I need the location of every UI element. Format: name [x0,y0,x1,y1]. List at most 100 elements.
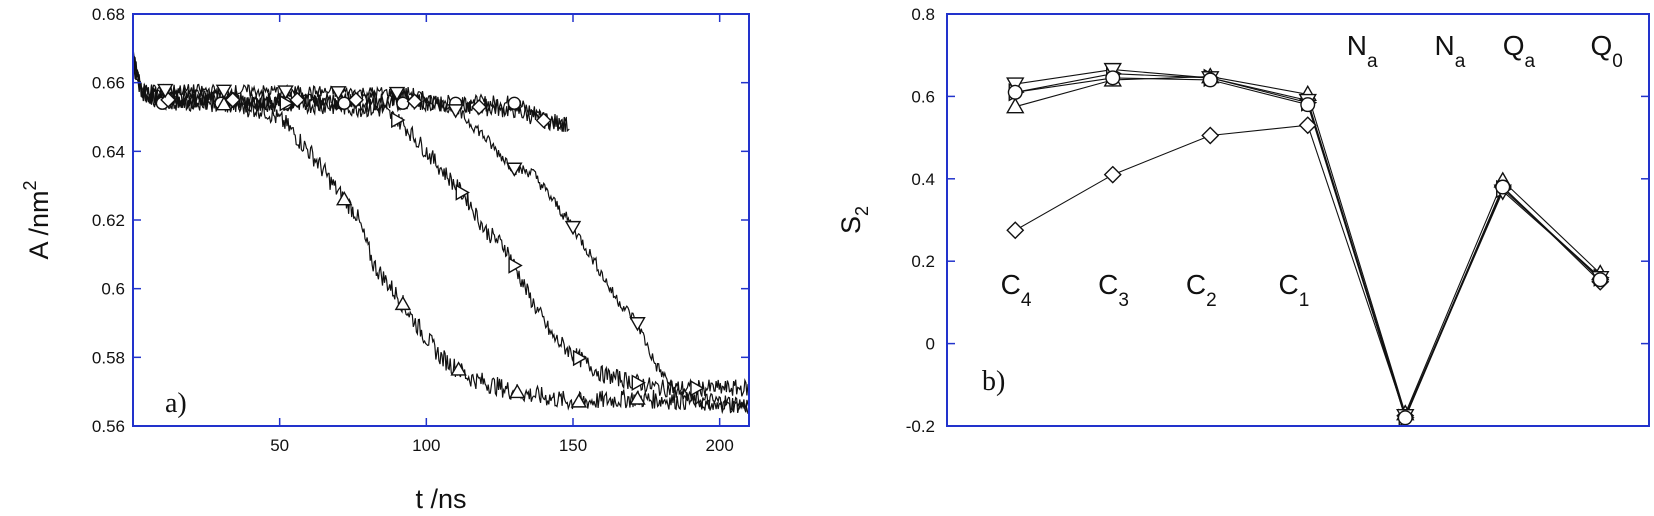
panel-a-y-tick-label: 0.68 [92,5,125,24]
panel-b-group-label-main: N [1347,30,1367,61]
panel-b-group-label-main: Q [1503,30,1525,61]
panel-b-group-label-main: N [1435,30,1455,61]
panel-a-point-diamond [471,99,488,116]
panel-a-y-tick-label: 0.6 [101,280,125,299]
panel-a-point-circle [337,96,351,110]
panel-a-y-tick-label: 0.56 [92,417,125,436]
panel-a-point-triangle-up [450,361,467,376]
panel-b-group-label-main: Q [1591,30,1613,61]
panel-b-y-tick-label: 0.4 [911,170,935,189]
panel-a-point-diamond [289,91,306,108]
panel-a-point-triangle-down [388,86,406,102]
panel-b-y-tick-label: 0.6 [911,87,935,106]
panel-a-point-triangle-down [564,220,582,236]
panel-b-group-label-sub: 0 [1612,51,1623,72]
panel-b-group-label: Q0 [1591,30,1623,72]
panel-b-y-ticks: -0.2 0 0.2 0.4 0.6 0.8 [906,5,1649,436]
panel-a-y-axis-title: A /nm2 [20,180,54,259]
panel-a-trace-triangle-down [132,54,750,414]
panel-a-point-triangle-down [629,317,646,332]
panel-a-trace-triangle-up [132,59,750,415]
panel-a-point-triangle-down [157,83,174,99]
panel-b-group-label: C1 [1279,269,1310,311]
panel-a-x-tick-label: 100 [412,436,440,455]
panel-a-x-tick-label: 200 [705,436,733,455]
panel-a-point-triangle-down [330,86,347,101]
panel-a-point-triangle-up [394,295,412,311]
panel-a-y-axis-title-sup: 2 [20,180,40,190]
panel-a-markers [155,83,705,408]
panel-a-point-triangle-up [570,393,588,408]
panel-b-group-label-main: C [1001,269,1021,300]
panel-b-group-label-sub: a [1455,51,1466,72]
panel-b-group-label: Na [1435,30,1466,72]
panel-a-y-ticks: 0.56 0.58 0.6 0.62 0.64 0.66 0.68 [92,5,749,436]
panel-b-y-tick-label: 0.8 [911,5,935,24]
panel-b-group-label-sub: a [1367,51,1378,72]
panel-a-y-tick-label: 0.62 [92,211,125,230]
panel-a-point-triangle-right [391,111,406,129]
panel-a-point-triangle-down [506,162,523,177]
panel-b-point-circle [1495,179,1511,195]
panel-a-point-triangle-right [508,257,523,274]
panel-b-point-diamond [1298,116,1317,135]
panel-a-point-circle [507,96,521,110]
panel-a-point-triangle-up [509,383,526,399]
panel-b-group-label: Na [1347,30,1378,72]
panel-a-point-triangle-down [447,104,464,119]
panel-b-y-tick-label: -0.2 [906,417,935,436]
panel-b-y-axis-title-base: S [836,216,866,234]
panel-a-x-ticks: 50 100 150 200 [270,14,734,455]
panel-b-label: b) [982,366,1005,397]
panel-a-point-triangle-right [572,349,588,367]
panel-a-point-diamond [224,91,241,108]
panel-b-point-diamond [1103,165,1122,184]
panel-a-point-diamond [535,112,552,129]
panel-a-y-tick-label: 0.58 [92,348,125,367]
panel-b-point-diamond [1006,221,1025,240]
panel-a-point-triangle-up [629,390,646,405]
panel-a-x-tick-label: 150 [559,436,587,455]
panel-a-x-tick-label: 50 [270,436,289,455]
panel-a-x-axis-title: t /ns [415,484,466,514]
panel-b-group-label: C4 [1001,269,1032,311]
panel-a-point-triangle-right [631,374,646,391]
panel-a-point-circle [396,96,410,110]
panel-b-point-diamond [1201,126,1220,145]
panel-b-group-label-main: C [1186,269,1206,300]
panel-b-group-label: C3 [1098,269,1129,311]
panel-b-point-circle [1592,272,1608,288]
panel-b-point-circle [1105,70,1121,86]
panel-b-group-label-sub: 1 [1299,290,1310,311]
panel-a-label: a) [165,388,187,419]
panel-a-point-triangle-right [279,95,294,112]
panel-b-point-circle [1007,84,1023,100]
panel-a-y-tick-label: 0.64 [92,142,125,161]
panel-b-point-circle [1202,72,1218,88]
panel-b-plot-frame [946,13,1650,427]
panel-b-y-tick-label: 0 [926,335,935,354]
panel-a-point-triangle-up [215,96,233,111]
panel-b-group-label-sub: 4 [1021,290,1032,311]
panel-b-markers [1006,62,1610,427]
panel-b-group-label-sub: 2 [1206,290,1217,311]
panel-a-point-triangle-up [335,190,353,206]
panel-a-y-tick-label: 0.66 [92,74,125,93]
panel-a-point-triangle-right [455,184,470,201]
panel-a-point-triangle-down [277,85,294,100]
panel-b-point-circle [1397,410,1413,426]
panel-b-y-axis-title-sub: 2 [852,206,872,216]
panel-b-group-label-main: C [1098,269,1118,300]
panel-b-group-label-sub: 3 [1118,290,1129,311]
panel-b-group-label: C2 [1186,269,1217,311]
panel-b-y-axis-title: S2 [836,206,872,234]
panel-b-y-tick-label: 0.2 [911,252,935,271]
panel-b-point-triangle-up [1006,97,1025,114]
panel-b-point-circle [1300,97,1316,113]
panel-a-point-diamond [406,93,423,110]
panel-a-chart: 0.560.580.60.620.640.660.68 50 100 150 200 … [20,5,750,514]
panel-a-point-triangle-down [215,84,233,99]
